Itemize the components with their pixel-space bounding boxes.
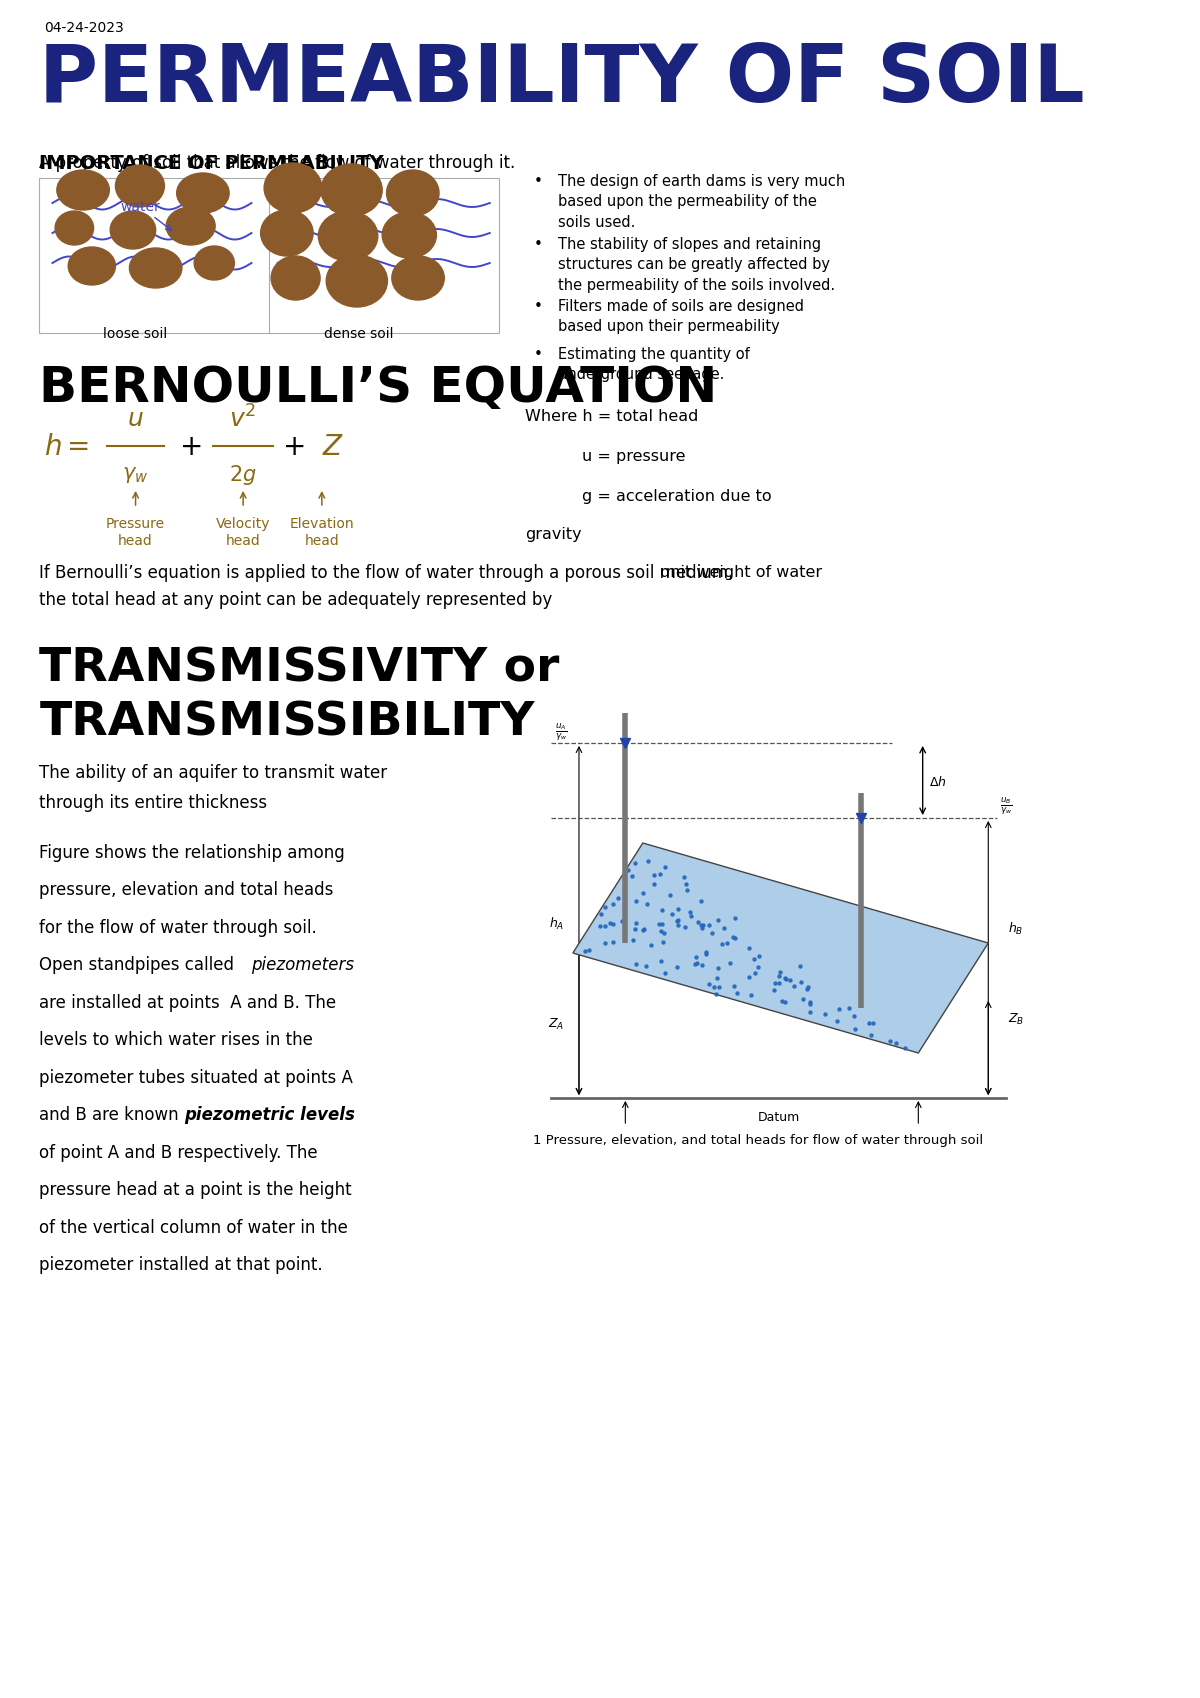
Text: BERNOULLI’S EQUATION: BERNOULLI’S EQUATION [40,363,718,411]
Text: gravity: gravity [524,526,581,542]
Text: piezometer tubes situated at points A: piezometer tubes situated at points A [40,1068,353,1087]
Text: $h_B$: $h_B$ [1008,920,1022,937]
Ellipse shape [260,211,313,256]
Text: B: B [875,1020,883,1032]
Ellipse shape [320,165,382,217]
Text: $2g$: $2g$ [229,464,257,487]
Text: Pressure
head: Pressure head [106,516,166,548]
Ellipse shape [166,207,215,246]
Text: $u$: $u$ [127,408,144,431]
Polygon shape [572,844,989,1053]
Ellipse shape [271,256,320,301]
Text: $Z_B$: $Z_B$ [1008,1010,1024,1026]
Text: and B are known: and B are known [40,1105,185,1124]
Text: If Bernoulli’s equation is applied to the flow of water through a porous soil me: If Bernoulli’s equation is applied to th… [40,564,733,610]
Text: Estimating the quantity of
underground seepage.: Estimating the quantity of underground s… [558,346,750,382]
Bar [40,178,498,335]
Ellipse shape [318,212,378,261]
Text: dense soil: dense soil [324,326,394,341]
Ellipse shape [130,250,182,289]
Text: •: • [534,173,542,188]
Text: Flow: Flow [647,893,672,903]
Ellipse shape [115,166,164,207]
Text: $h =$: $h =$ [43,433,89,460]
Text: $\Delta h$: $\Delta h$ [929,774,947,788]
Text: are installed at points  A and B. The: are installed at points A and B. The [40,993,336,1012]
Text: Elevation
head: Elevation head [289,516,354,548]
Text: $\frac{u_B}{\gamma_w}$: $\frac{u_B}{\gamma_w}$ [1000,795,1012,817]
Text: pressure, elevation and total heads: pressure, elevation and total heads [40,881,334,898]
Text: 04-24-2023: 04-24-2023 [43,20,124,36]
Text: $+$: $+$ [282,433,304,460]
Text: Velocity
head: Velocity head [216,516,270,548]
Text: Datum: Datum [757,1110,799,1124]
Text: $\frac{u_A}{\gamma_w}$: $\frac{u_A}{\gamma_w}$ [556,722,568,742]
Text: piezometers: piezometers [251,956,354,975]
Ellipse shape [68,248,115,285]
Text: loose soil: loose soil [103,326,168,341]
Ellipse shape [382,212,437,258]
Text: pressure head at a point is the height: pressure head at a point is the height [40,1180,352,1199]
Ellipse shape [110,212,156,250]
Text: $Z_A$: $Z_A$ [548,1015,564,1031]
Text: $\it{l}$: $\it{l}$ [772,980,776,993]
Text: of point A and B respectively. The: of point A and B respectively. The [40,1143,318,1161]
Text: $+$: $+$ [179,433,202,460]
Text: g = acceleration due to: g = acceleration due to [582,489,772,504]
Text: IMPORTANCE OF PERMEABILITY: IMPORTANCE OF PERMEABILITY [40,155,384,173]
Text: The ability of an aquifer to transmit water: The ability of an aquifer to transmit wa… [40,764,388,781]
Ellipse shape [386,171,439,217]
Text: A: A [638,927,647,941]
Text: levels to which water rises in the: levels to which water rises in the [40,1031,313,1049]
Text: u = pressure: u = pressure [582,448,685,464]
Text: water: water [120,200,172,231]
Text: $\gamma_w$: $\gamma_w$ [122,465,149,484]
Text: •: • [534,299,542,314]
Text: piezometric levels: piezometric levels [185,1105,355,1124]
Text: 1 Pressure, elevation, and total heads for flow of water through soil: 1 Pressure, elevation, and total heads f… [534,1133,984,1146]
Text: for the flow of water through soil.: for the flow of water through soil. [40,919,317,937]
Text: The stability of slopes and retaining
structures can be greatly affected by
the : The stability of slopes and retaining st… [558,236,835,292]
Text: TRANSMISSIVITY or: TRANSMISSIVITY or [40,647,559,691]
Text: •: • [534,236,542,251]
Ellipse shape [392,256,444,301]
Ellipse shape [56,171,109,211]
Ellipse shape [326,256,388,307]
Text: $v^2$: $v^2$ [229,406,257,433]
Text: $Z$: $Z$ [322,433,344,460]
Ellipse shape [55,212,94,246]
Text: •: • [534,346,542,362]
Text: The design of earth dams is very much
based upon the permeability of the
soils u: The design of earth dams is very much ba… [558,173,845,229]
Text: TRANSMISSIBILITY: TRANSMISSIBILITY [40,701,535,745]
Text: piezometer installed at that point.: piezometer installed at that point. [40,1257,323,1274]
Text: unit weight of water: unit weight of water [660,565,822,579]
Ellipse shape [194,246,234,280]
Text: Where h = total head: Where h = total head [524,409,698,424]
Text: through its entire thickness: through its entire thickness [40,793,268,812]
Text: Filters made of soils are designed
based upon their permeability: Filters made of soils are designed based… [558,299,804,335]
Text: PERMEABILITY OF SOIL: PERMEABILITY OF SOIL [40,41,1085,119]
Text: Figure shows the relationship among: Figure shows the relationship among [40,844,346,861]
Text: of the vertical column of water in the: of the vertical column of water in the [40,1217,348,1236]
Ellipse shape [176,173,229,214]
Text: Open standpipes called: Open standpipes called [40,956,240,975]
Ellipse shape [264,165,322,214]
Text: $h_A$: $h_A$ [548,915,564,932]
Text: A property of soil that allows the flow of water through it.: A property of soil that allows the flow … [40,155,516,171]
